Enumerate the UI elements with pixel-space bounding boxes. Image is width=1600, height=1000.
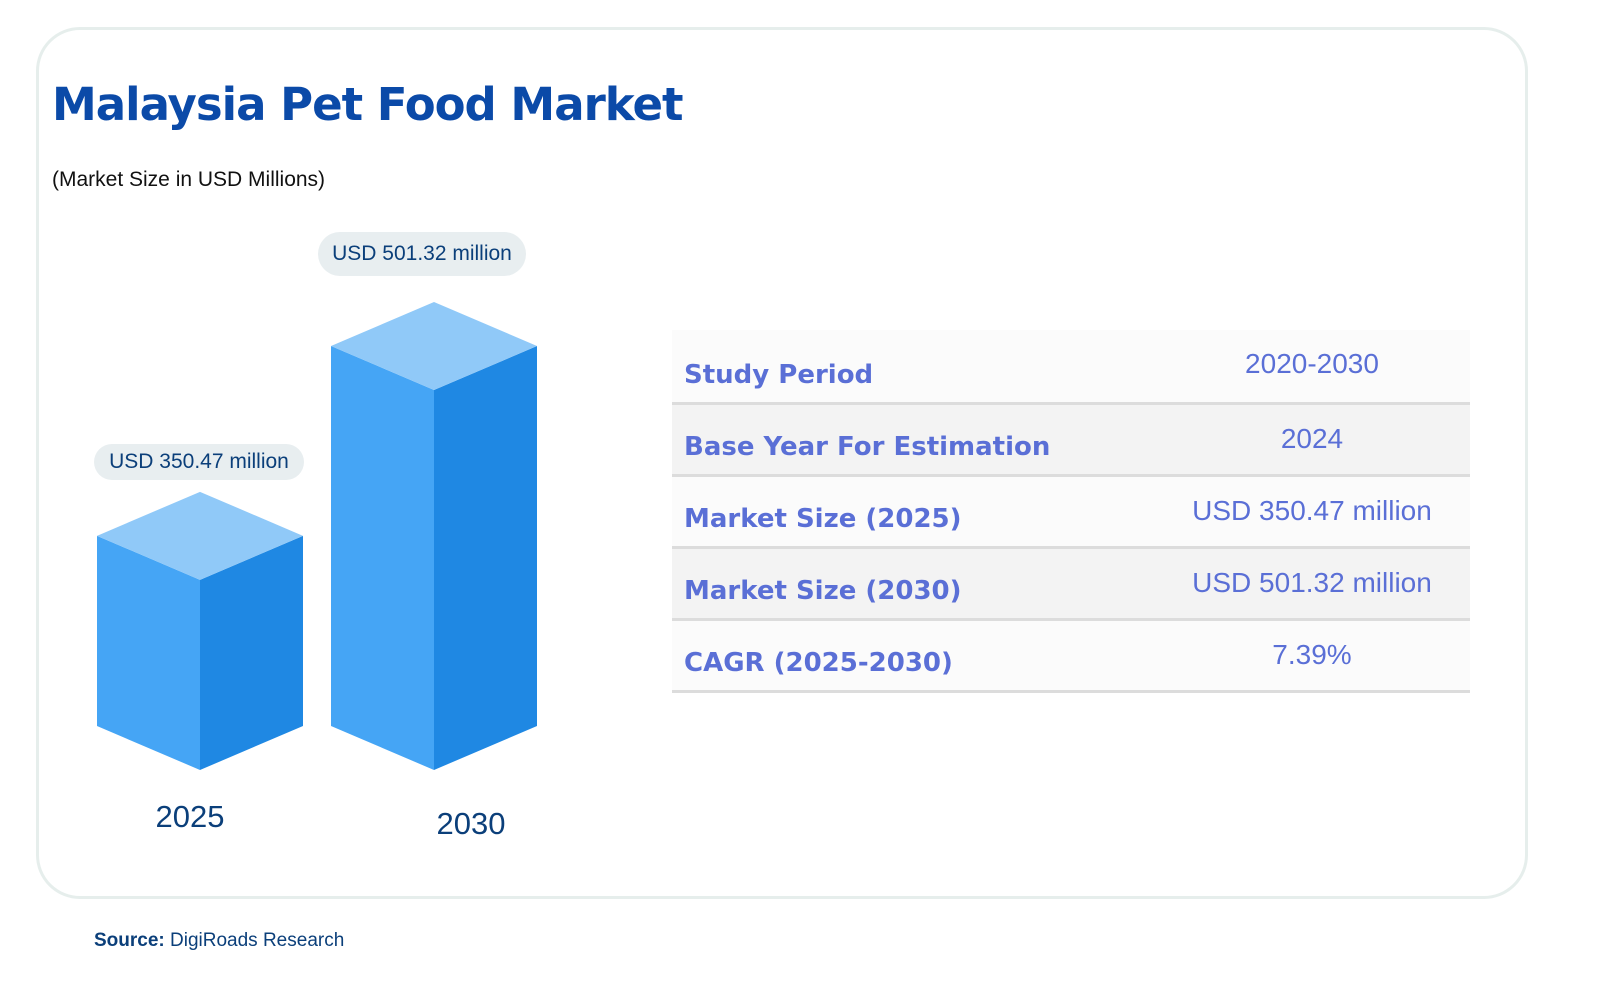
row-value: USD 350.47 million — [1192, 495, 1432, 526]
bar-front-face — [97, 535, 200, 770]
bar-side-face — [434, 346, 537, 770]
table-row-base-year: Base Year For Estimation 2024 — [672, 405, 1470, 477]
row-label: Market Size (2025) — [684, 504, 962, 534]
row-value: 2020-2030 — [1245, 348, 1379, 379]
bar-front-face — [331, 346, 434, 770]
row-label: Market Size (2030) — [684, 576, 962, 606]
source-note: Source: DigiRoads Research — [94, 930, 344, 952]
row-value: USD 501.32 million — [1192, 567, 1432, 598]
row-label: CAGR (2025-2030) — [684, 648, 953, 678]
chart-subtitle: (Market Size in USD Millions) — [52, 168, 326, 191]
source-value: DigiRoads Research — [170, 930, 345, 951]
table-row-study-period: Study Period 2020-2030 — [672, 330, 1470, 405]
category-label-2025: 2025 — [155, 799, 225, 834]
bar-top-face — [97, 491, 303, 580]
row-label: Base Year For Estimation — [684, 432, 1051, 462]
bar-2030 — [331, 302, 537, 770]
page-title: Malaysia Pet Food Market — [52, 78, 684, 131]
data-label-2030: USD 501.32 million — [318, 232, 526, 276]
row-value: 7.39% — [1272, 639, 1352, 670]
data-label-2025: USD 350.47 million — [94, 444, 304, 480]
row-label: Study Period — [684, 360, 874, 390]
bar-2025 — [97, 491, 303, 770]
bar-chart — [97, 302, 537, 770]
bar-side-face — [200, 535, 303, 770]
row-value: 2024 — [1280, 423, 1344, 454]
category-label-2030: 2030 — [436, 806, 506, 841]
source-label: Source: — [94, 930, 165, 951]
bar-top-face — [331, 302, 537, 390]
table-row-market-size-2025: Market Size (2025) USD 350.47 million — [672, 477, 1470, 549]
summary-table: Study Period 2020-2030 Base Year For Est… — [672, 330, 1470, 693]
table-row-market-size-2030: Market Size (2030) USD 501.32 million — [672, 549, 1470, 621]
table-row-cagr: CAGR (2025-2030) 7.39% — [672, 621, 1470, 693]
